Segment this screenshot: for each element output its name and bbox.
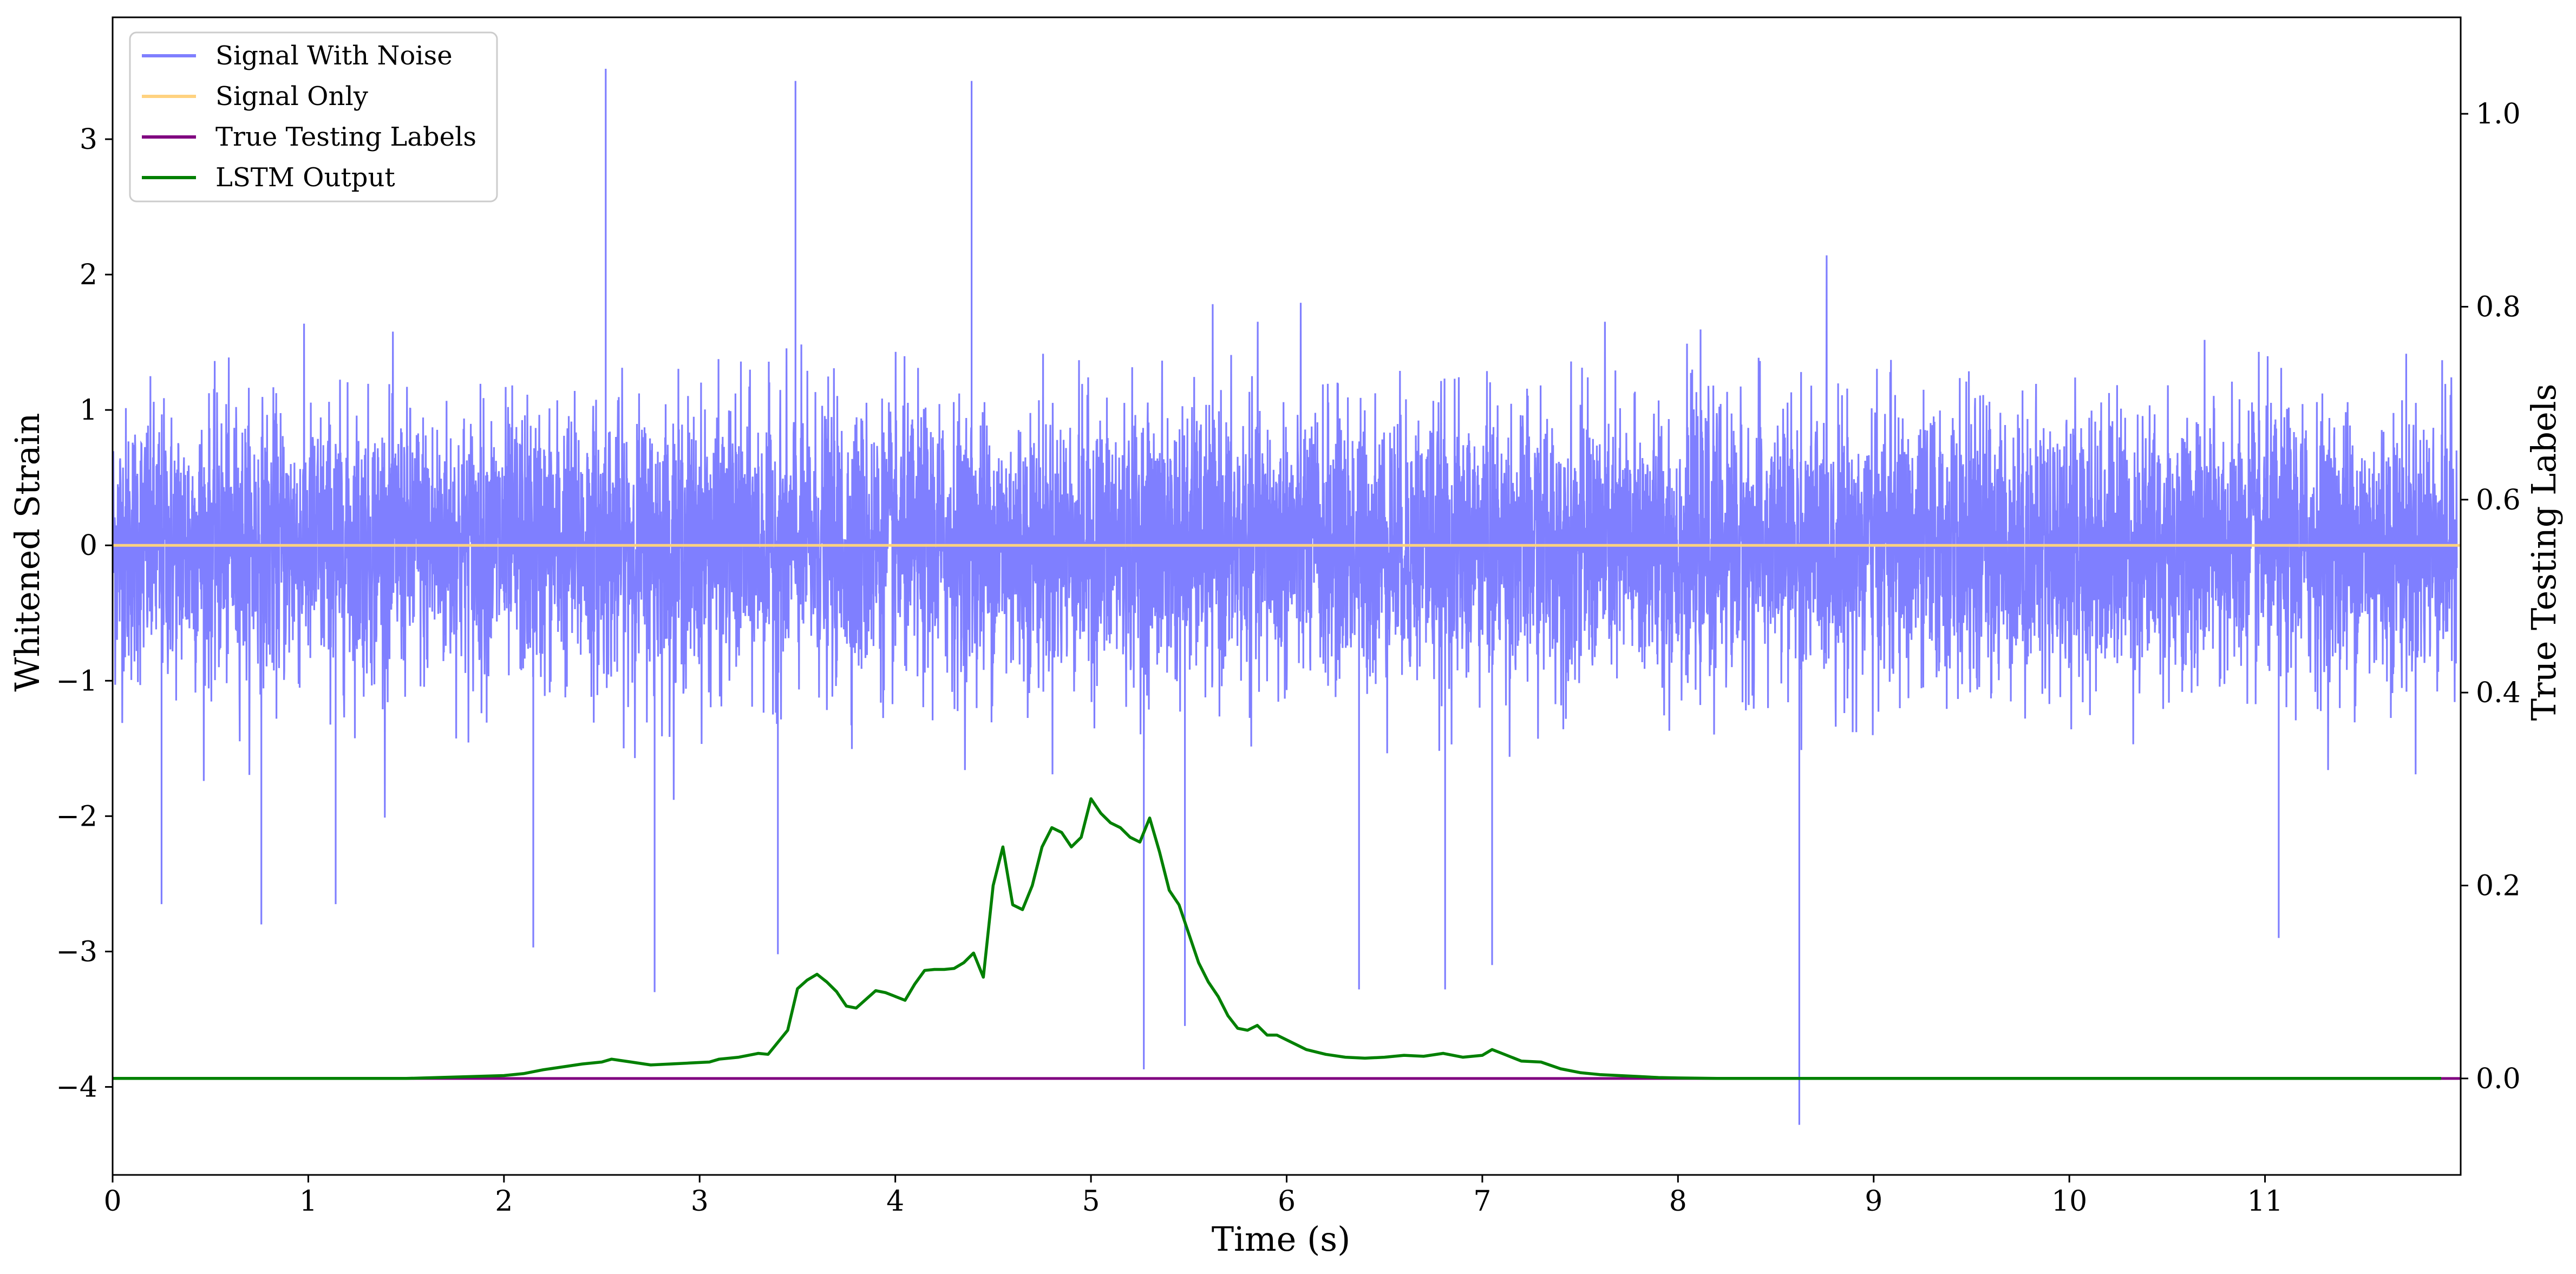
plot-area <box>113 69 2461 1125</box>
x-tick-label: 7 <box>1473 1185 1491 1218</box>
x-tick-label: 6 <box>1278 1185 1296 1218</box>
y-right-tick-label: 0.2 <box>2476 870 2521 903</box>
x-tick-label: 3 <box>691 1185 709 1218</box>
y-left-tick-label: −2 <box>56 800 97 833</box>
y-right-tick-label: 0.8 <box>2476 291 2521 324</box>
y-right-tick-label: 1.0 <box>2476 98 2521 130</box>
y-left-tick-label: 3 <box>80 123 97 156</box>
x-axis-ticks: 0 1 2 3 4 5 6 7 8 9 10 11 <box>103 1175 2283 1218</box>
y-right-axis-ticks: 0.0 0.2 0.4 0.6 0.8 1.0 <box>2461 98 2521 1095</box>
legend-label-true-testing-labels: True Testing Labels <box>215 122 476 152</box>
x-tick-label: 4 <box>886 1185 904 1218</box>
y-left-tick-label: −1 <box>56 665 97 697</box>
series-group <box>113 69 2461 1125</box>
y-right-tick-label: 0.6 <box>2476 484 2521 517</box>
y-left-axis-title: Whitened Strain <box>8 413 47 692</box>
x-tick-label: 2 <box>495 1185 513 1218</box>
x-tick-label: 9 <box>1865 1185 1882 1218</box>
y-left-tick-label: 2 <box>80 259 97 291</box>
y-right-tick-label: 0.0 <box>2476 1063 2521 1095</box>
x-tick-label: 1 <box>299 1185 317 1218</box>
y-left-tick-label: 1 <box>80 394 97 427</box>
y-right-axis-title: True Testing Labels <box>2524 384 2564 721</box>
y-right-tick-label: 0.4 <box>2476 677 2521 709</box>
y-left-axis-ticks: −4 −3 −2 −1 0 1 2 3 <box>56 123 113 1103</box>
x-tick-label: 8 <box>1669 1185 1687 1218</box>
y-left-tick-label: −4 <box>56 1071 97 1103</box>
series-line-lstm-output <box>113 797 2441 1080</box>
series-line-signal-with-noise <box>113 69 2458 1125</box>
x-tick-label: 10 <box>2051 1185 2087 1218</box>
y-left-tick-label: 0 <box>80 530 97 562</box>
legend-label-signal-only: Signal Only <box>215 81 368 112</box>
x-axis-title: Time (s) <box>1212 1219 1351 1259</box>
legend: Signal With Noise Signal Only True Testi… <box>129 31 498 202</box>
legend-label-signal-with-noise: Signal With Noise <box>215 41 453 71</box>
x-tick-label: 11 <box>2247 1185 2283 1218</box>
legend-box <box>129 31 498 202</box>
legend-label-lstm-output: LSTM Output <box>215 162 395 193</box>
x-tick-label: 5 <box>1082 1185 1100 1218</box>
y-left-tick-label: −3 <box>56 936 97 968</box>
x-tick-label: 0 <box>103 1185 121 1218</box>
